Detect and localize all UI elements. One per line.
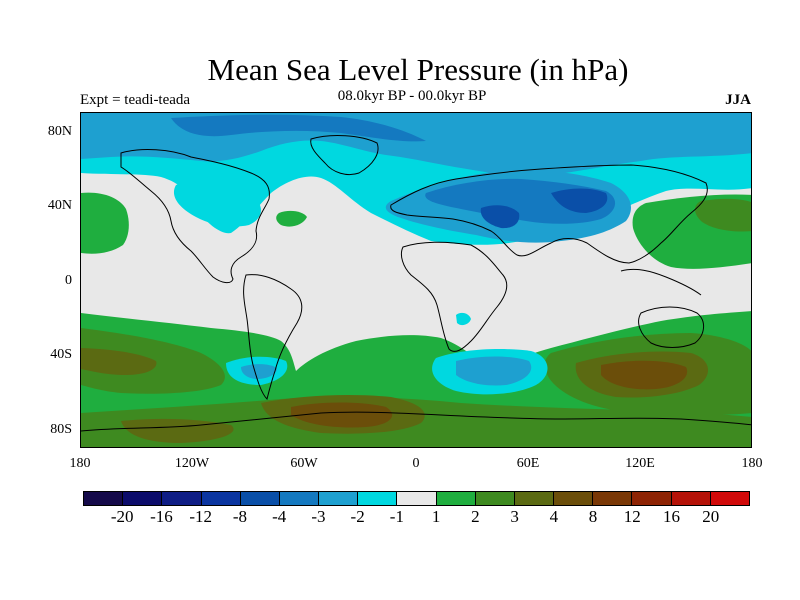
antarctica-coast: [81, 411, 751, 432]
colorbar-label: -1: [389, 507, 404, 526]
north-america-coast: [120, 149, 270, 284]
pacific-west-core: [695, 198, 751, 232]
africa-coast: [400, 241, 508, 352]
colorbar-swatch: [632, 492, 672, 505]
asia-low-deep: [551, 188, 608, 213]
colorbar-label: -4: [272, 507, 287, 526]
atlantic-green-spot: [276, 210, 307, 227]
colorbar-swatch: [436, 492, 476, 505]
colorbar-swatch: [397, 492, 437, 505]
x-tick-180e: 180: [741, 456, 763, 471]
colorbar-swatch: [475, 492, 515, 505]
season-label: JJA: [725, 92, 751, 108]
south-america-coast: [243, 274, 303, 400]
chart-title: Mean Sea Level Pressure (in hPa): [207, 52, 629, 87]
colorbar-label: -2: [350, 507, 365, 526]
colorbar-swatch: [123, 492, 163, 505]
south-atlantic-low-core: [456, 356, 532, 386]
x-tick-120w: 120W: [174, 456, 210, 471]
y-tick-0: 0: [65, 273, 72, 288]
australia-coast: [638, 306, 704, 348]
colorbar-label: -12: [189, 507, 213, 526]
colorbar-swatch: [279, 492, 320, 505]
period-label: 08.0kyr BP - 00.0kyr BP: [337, 88, 487, 104]
colorbar-swatch: [201, 492, 241, 505]
colorbar-label: -3: [311, 507, 326, 526]
colorbar-swatch: [554, 492, 594, 505]
colorbar-label: -20: [110, 507, 134, 526]
colorbar-swatch: [319, 492, 359, 505]
x-tick-0: 0: [412, 456, 420, 471]
colorbar-label: 2: [471, 507, 480, 526]
colorbar-swatch: [710, 492, 749, 505]
colorbar-swatch: [593, 492, 633, 505]
y-tick-40n: 40N: [47, 198, 72, 213]
eurasia-coast: [390, 164, 708, 264]
colorbar-swatch: [84, 492, 124, 505]
south-pacific-low-core: [241, 364, 277, 379]
coastlines: [81, 135, 751, 432]
experiment-label: Expt = teadi-teada: [80, 92, 191, 108]
colorbar-label: -16: [150, 507, 173, 526]
colorbar-swatch: [162, 492, 202, 505]
x-tick-60w: 60W: [290, 456, 318, 471]
map-plot-area: [80, 112, 752, 448]
y-tick-80s: 80S: [50, 422, 72, 437]
indian-ocean-deep: [601, 360, 688, 390]
y-tick-80n: 80N: [47, 124, 72, 139]
colorbar-label: 16: [663, 507, 681, 526]
y-tick-40s: 40S: [50, 347, 72, 362]
colorbar-label: 4: [549, 507, 559, 526]
colorbar: [83, 491, 750, 506]
colorbar-label: 12: [623, 507, 641, 526]
atlantic-low: [173, 180, 261, 227]
x-tick-120e: 120E: [625, 456, 655, 471]
colorbar-label: -8: [232, 507, 248, 526]
x-tick-180w: 180: [69, 456, 91, 471]
greenland-coast: [310, 135, 379, 176]
pressure-field-map: [81, 113, 751, 447]
pacific-east-positive: [81, 192, 129, 254]
madagascar-low: [456, 312, 471, 326]
x-tick-60e: 60E: [516, 456, 540, 471]
antarctic-deep: [291, 402, 393, 428]
colorbar-label: 20: [702, 507, 720, 526]
colorbar-label: 8: [588, 507, 598, 526]
colorbar-label: 1: [431, 507, 441, 526]
colorbar-swatch: [240, 492, 280, 505]
colorbar-swatch: [514, 492, 555, 505]
mideast-low-deep: [480, 205, 520, 229]
pacific-south-deep: [81, 348, 157, 375]
colorbar-swatch: [358, 492, 398, 505]
colorbar-swatch: [671, 492, 711, 505]
arctic-negative-deep: [171, 114, 426, 142]
indonesia-coast: [620, 268, 702, 296]
colorbar-label: 3: [510, 507, 519, 526]
